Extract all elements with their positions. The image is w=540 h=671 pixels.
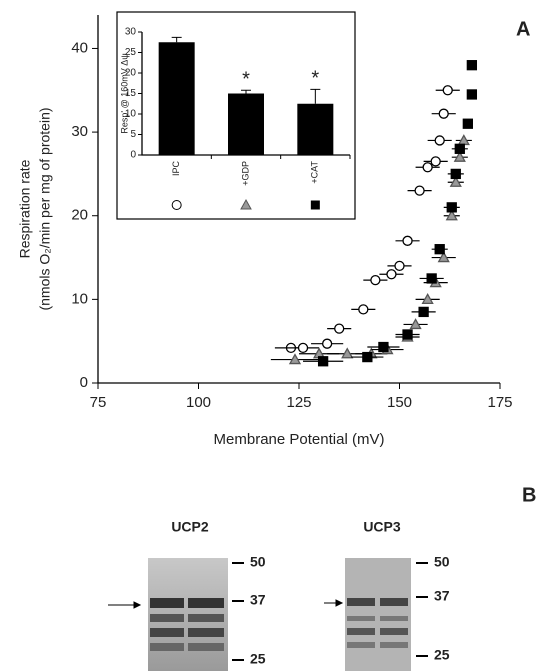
point xyxy=(403,236,412,245)
blot-title: UCP3 xyxy=(363,519,401,535)
blot-title: UCP2 xyxy=(171,519,209,535)
point xyxy=(447,203,456,212)
point xyxy=(299,343,308,352)
point xyxy=(359,305,368,314)
marker-label: 37 xyxy=(250,592,266,608)
legend-symbol xyxy=(172,201,181,210)
bar xyxy=(297,104,333,155)
point xyxy=(335,324,344,333)
x-tick-label: 175 xyxy=(487,394,512,411)
x-axis-label: Membrane Potential (mV) xyxy=(214,431,385,448)
point xyxy=(323,339,332,348)
point xyxy=(371,276,380,285)
x-tick-label: 125 xyxy=(286,394,311,411)
point xyxy=(435,136,444,145)
point xyxy=(463,119,472,128)
point xyxy=(451,169,460,178)
y-axis-label: Respiration rate xyxy=(17,159,33,258)
x-tick-label: 150 xyxy=(387,394,412,411)
y-tick-label: 20 xyxy=(71,207,88,224)
y-tick-label: 30 xyxy=(71,123,88,140)
y-axis-label: Resp' @ 160mV Δψ xyxy=(119,53,129,133)
point xyxy=(431,157,440,166)
point xyxy=(435,245,444,254)
x-tick-label: +CAT xyxy=(310,161,320,184)
y-tick-label: 0 xyxy=(130,150,136,161)
figure: A B UCP2 UCP3 0 10 20 30 40 75 100 125 150 175 Mem… xyxy=(0,0,540,671)
marker-label: 50 xyxy=(434,554,450,570)
point xyxy=(415,186,424,195)
legend-symbol xyxy=(311,201,320,210)
point xyxy=(403,330,412,339)
point xyxy=(455,144,464,153)
point xyxy=(387,270,396,279)
annotation: * xyxy=(311,68,319,90)
y-tick-label: 5 xyxy=(130,129,136,140)
y-tick-label: 10 xyxy=(71,290,88,307)
point xyxy=(395,261,404,270)
point xyxy=(439,109,448,118)
x-tick-label: 100 xyxy=(186,394,211,411)
marker-label: 25 xyxy=(434,647,450,663)
bar xyxy=(159,42,195,155)
x-tick-label: IPC xyxy=(171,161,181,177)
blot-image xyxy=(148,558,411,671)
point xyxy=(363,353,372,362)
point xyxy=(419,307,428,316)
y-tick-label: 0 xyxy=(80,374,88,391)
annotation: * xyxy=(242,69,250,91)
x-tick-label: 75 xyxy=(90,394,107,411)
marker-label: 37 xyxy=(434,588,450,604)
point xyxy=(319,357,328,366)
panel-label: B xyxy=(522,484,536,506)
marker-label: 50 xyxy=(250,554,266,570)
point xyxy=(467,61,476,70)
point xyxy=(379,343,388,352)
y-tick-label: 40 xyxy=(71,39,88,56)
y-tick-label: 30 xyxy=(125,27,137,38)
point xyxy=(423,163,432,172)
bar xyxy=(228,94,264,156)
point xyxy=(427,274,436,283)
marker-label: 25 xyxy=(250,651,266,667)
point xyxy=(467,90,476,99)
point xyxy=(443,86,452,95)
x-tick-label: +GDP xyxy=(240,161,250,186)
panel-label: A xyxy=(516,18,530,40)
y-axis-label: (nmols O₂/min per mg of protein) xyxy=(37,107,53,310)
